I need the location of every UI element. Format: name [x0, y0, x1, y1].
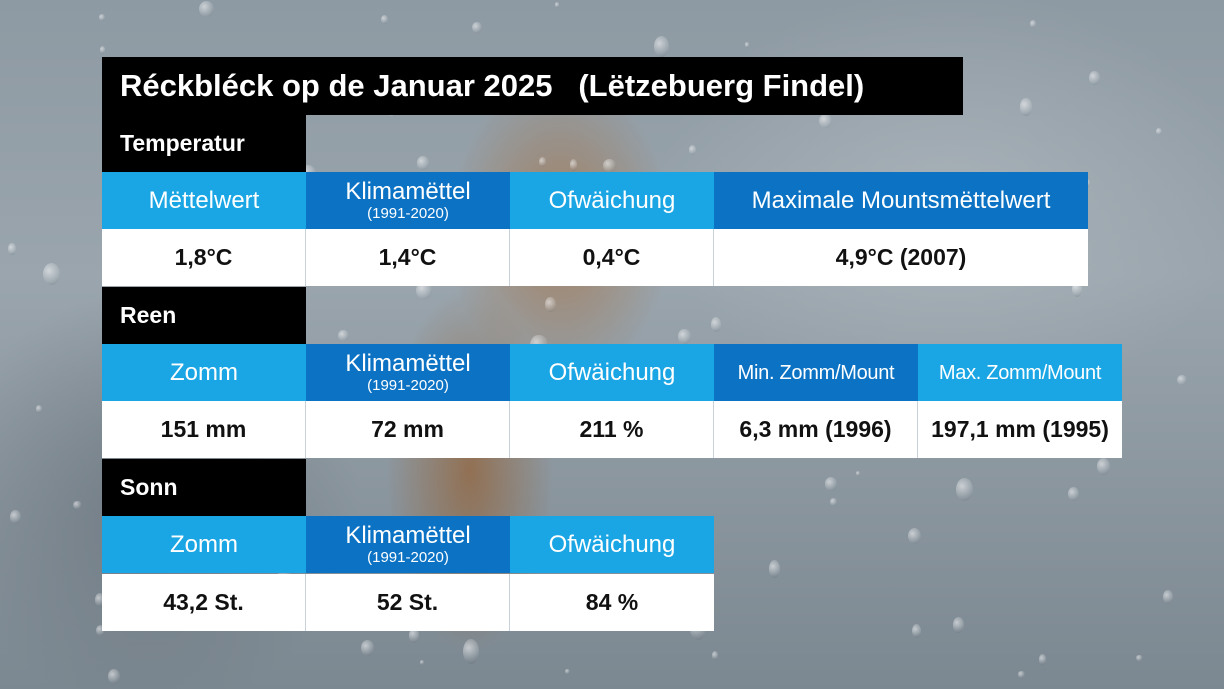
raindrop	[768, 559, 781, 579]
raindrop	[10, 510, 21, 524]
raindrop	[1177, 374, 1188, 386]
raindrop	[744, 42, 750, 48]
page-title-text: Réckbléck op de Januar 2025 (Lëtzebuerg …	[120, 68, 865, 103]
raindrop	[539, 156, 546, 168]
rain-header-sum: Zomm	[102, 344, 306, 401]
rain-header-min-sum: Min. Zomm/Mount	[714, 344, 918, 401]
raindrop	[564, 668, 570, 675]
raindrop	[73, 500, 82, 510]
raindrop	[419, 659, 425, 666]
temp-header-max-monthly-mean: Maximale Mountsmëttelwert	[714, 172, 1088, 229]
raindrop	[956, 477, 973, 501]
raindrop	[819, 113, 833, 129]
raindrop	[8, 242, 17, 256]
temp-value-climate: 1,4°C	[306, 229, 510, 286]
sun-value-deviation: 84 %	[510, 574, 714, 631]
raindrop	[855, 470, 860, 476]
raindrop	[1096, 457, 1110, 475]
temp-value-deviation: 0,4°C	[510, 229, 714, 286]
temp-value-mean: 1,8°C	[102, 229, 306, 286]
rain-value-deviation: 211 %	[510, 401, 714, 458]
raindrop	[688, 145, 697, 156]
rain-value-max-sum: 197,1 mm (1995)	[918, 401, 1122, 458]
raindrop	[1071, 280, 1083, 298]
temp-header-mean: Mëttelwert	[102, 172, 306, 229]
sun-header-deviation: Ofwäichung	[510, 516, 714, 573]
raindrop	[653, 35, 670, 57]
raindrop	[1038, 653, 1047, 665]
temp-header-deviation: Ofwäichung	[510, 172, 714, 229]
raindrop	[95, 593, 106, 607]
raindrop	[1136, 654, 1143, 662]
raindrop	[462, 638, 479, 665]
raindrop	[408, 627, 420, 643]
raindrop	[338, 329, 350, 341]
rain-header-max-sum: Max. Zomm/Mount	[918, 344, 1122, 401]
sun-value-sum: 43,2 St.	[102, 574, 306, 631]
raindrop	[98, 14, 106, 21]
raindrop	[1156, 127, 1163, 135]
raindrop	[912, 624, 922, 639]
raindrop	[952, 617, 964, 634]
raindrop	[545, 296, 556, 312]
rain-value-climate: 72 mm	[306, 401, 510, 458]
raindrop	[96, 625, 106, 636]
raindrop	[829, 497, 837, 507]
sun-header-climate: Klimamëttel (1991-2020)	[306, 516, 510, 573]
raindrop	[1162, 590, 1173, 605]
raindrop	[908, 528, 922, 545]
sun-header-sum: Zomm	[102, 516, 306, 573]
raindrop	[361, 640, 375, 657]
section-label-rain: Reen	[102, 287, 306, 344]
temp-value-max-monthly-mean: 4,9°C (2007)	[714, 229, 1088, 286]
raindrop	[381, 14, 388, 24]
raindrop	[108, 668, 121, 685]
section-label-temperature: Temperatur	[102, 115, 306, 172]
raindrop	[100, 46, 106, 54]
raindrop	[711, 651, 718, 660]
raindrop	[199, 0, 215, 17]
rain-value-sum: 151 mm	[102, 401, 306, 458]
raindrop	[1020, 98, 1032, 116]
raindrop	[1089, 70, 1100, 85]
page-title: Réckbléck op de Januar 2025 (Lëtzebuerg …	[102, 57, 963, 115]
raindrop	[678, 328, 692, 344]
rain-header-climate: Klimamëttel (1991-2020)	[306, 344, 510, 401]
raindrop	[1067, 487, 1079, 502]
raindrop	[35, 405, 43, 414]
raindrop	[824, 477, 838, 491]
raindrop	[471, 21, 482, 33]
raindrop	[1029, 19, 1036, 28]
section-label-sun: Sonn	[102, 459, 306, 516]
temp-header-climate: Klimamëttel (1991-2020)	[306, 172, 510, 229]
rain-value-min-sum: 6,3 mm (1996)	[714, 401, 918, 458]
sun-value-climate: 52 St.	[306, 574, 510, 631]
raindrop	[569, 159, 577, 171]
raindrop	[417, 156, 429, 170]
raindrop	[42, 262, 60, 286]
raindrop	[554, 2, 559, 8]
raindrop	[603, 158, 617, 173]
rain-header-deviation: Ofwäichung	[510, 344, 714, 401]
raindrop	[710, 316, 722, 333]
raindrop	[1018, 671, 1025, 678]
